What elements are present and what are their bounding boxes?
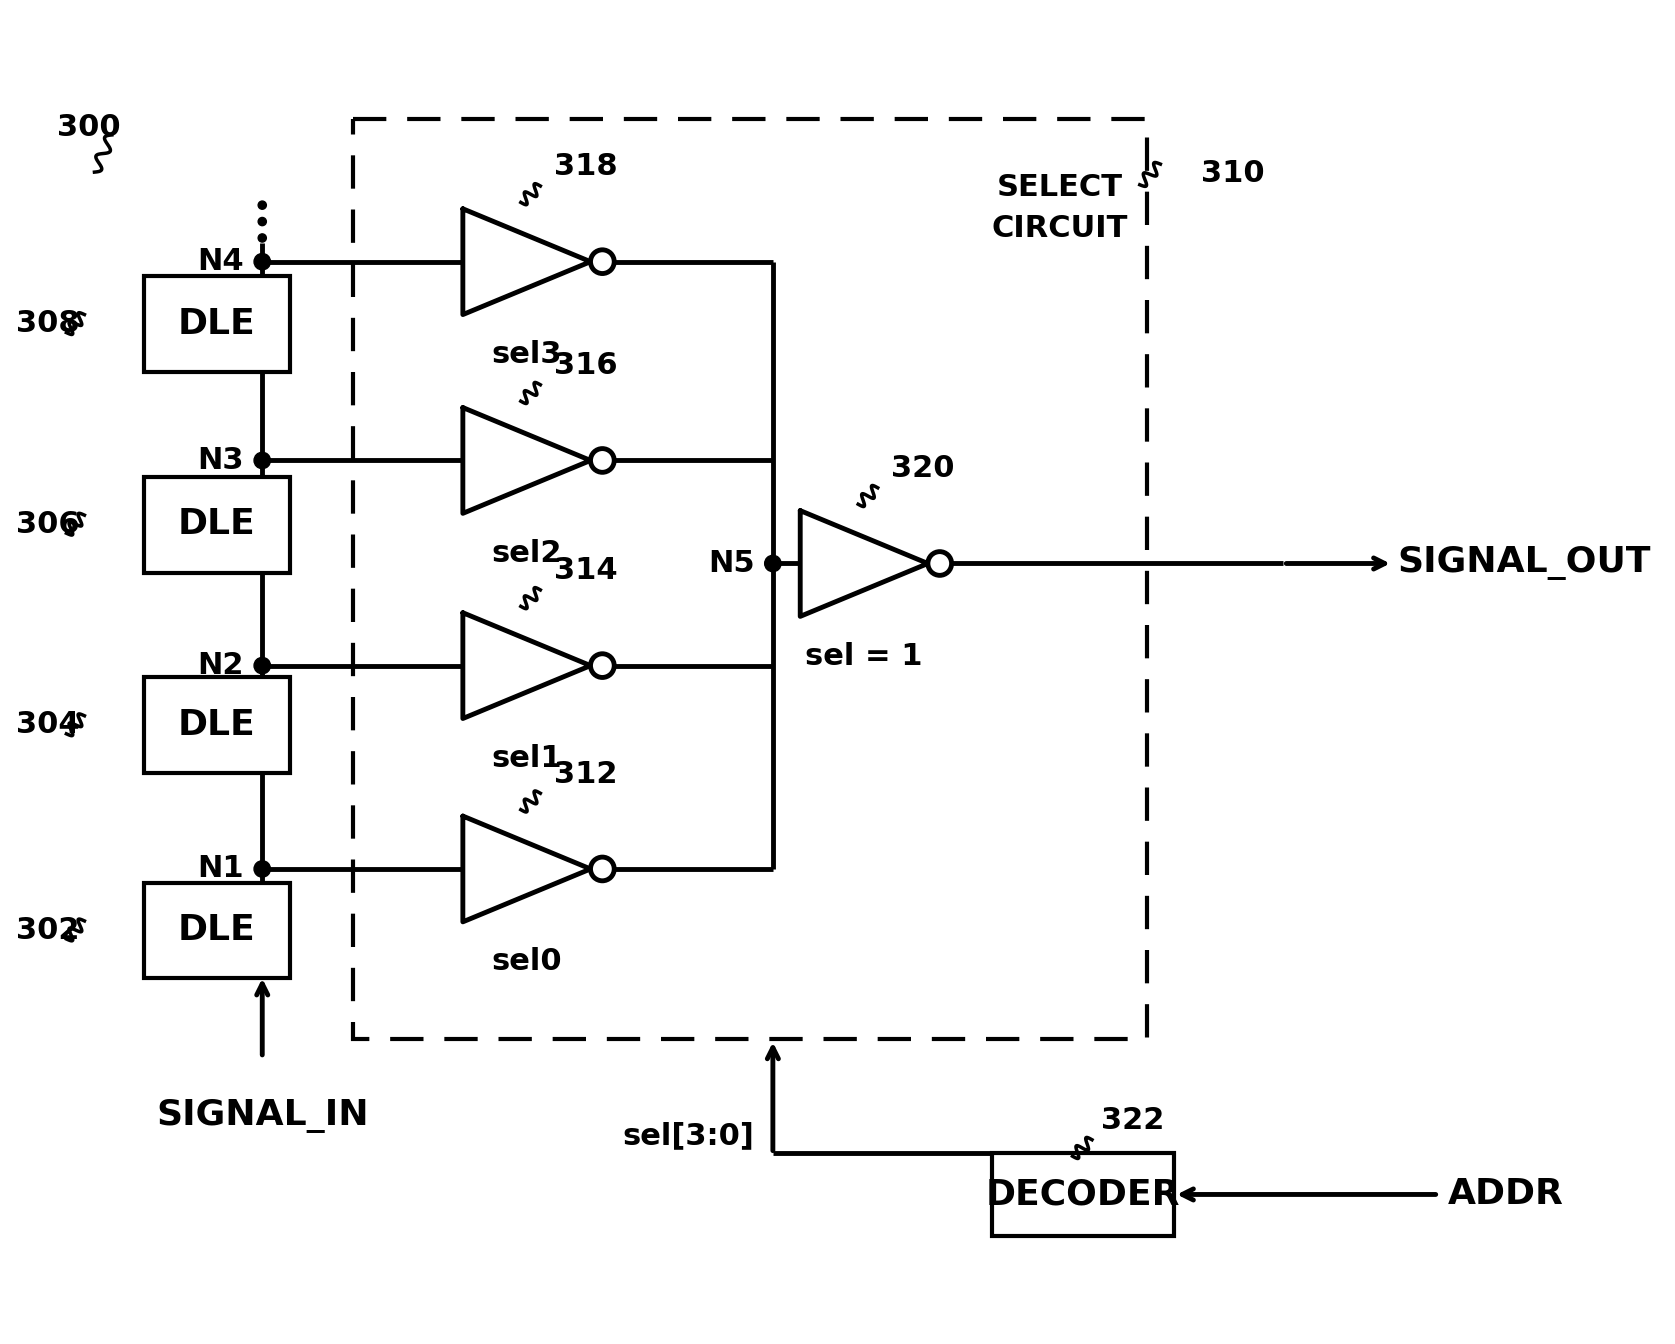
Text: 316: 316 (554, 351, 618, 380)
Text: 322: 322 (1100, 1106, 1164, 1136)
Text: 304: 304 (17, 711, 80, 739)
Text: sel = 1: sel = 1 (806, 642, 923, 671)
Text: sel3: sel3 (491, 340, 561, 370)
Bar (144, 677, 290, 773)
Circle shape (928, 551, 951, 575)
Text: SIGNAL_IN: SIGNAL_IN (156, 1099, 368, 1133)
Text: N5: N5 (709, 548, 755, 578)
Text: DLE: DLE (178, 507, 256, 542)
Bar (144, 277, 290, 372)
Bar (992, 1153, 1174, 1235)
Circle shape (591, 653, 615, 677)
Text: N4: N4 (198, 247, 245, 276)
Text: 300: 300 (57, 113, 121, 142)
Text: DLE: DLE (178, 913, 256, 948)
Circle shape (591, 857, 615, 880)
Text: 310: 310 (1201, 159, 1265, 188)
Text: N2: N2 (198, 650, 245, 680)
Text: N1: N1 (198, 855, 245, 883)
Circle shape (591, 250, 615, 274)
Text: DLE: DLE (178, 306, 256, 340)
Text: DLE: DLE (178, 708, 256, 742)
Text: 312: 312 (554, 759, 618, 789)
Circle shape (591, 449, 615, 472)
Text: SELECT: SELECT (997, 173, 1124, 202)
Text: sel2: sel2 (491, 539, 561, 569)
Circle shape (258, 218, 266, 226)
Circle shape (258, 202, 266, 210)
Circle shape (255, 860, 270, 878)
Text: 306: 306 (17, 509, 80, 539)
Text: DECODER: DECODER (985, 1177, 1181, 1211)
Text: sel[3:0]: sel[3:0] (623, 1121, 755, 1149)
Bar (144, 883, 290, 978)
Text: 308: 308 (17, 309, 80, 339)
Text: 314: 314 (554, 556, 618, 586)
Text: sel0: sel0 (491, 948, 563, 976)
Circle shape (255, 657, 270, 673)
Text: CIRCUIT: CIRCUIT (992, 214, 1129, 243)
Text: ADDR: ADDR (1447, 1177, 1563, 1211)
Text: N3: N3 (198, 446, 245, 474)
Text: 318: 318 (554, 152, 618, 181)
Circle shape (255, 254, 270, 270)
Circle shape (255, 452, 270, 469)
Text: 302: 302 (17, 915, 80, 945)
Text: 320: 320 (891, 454, 955, 484)
Circle shape (765, 555, 781, 571)
Text: sel1: sel1 (491, 745, 563, 773)
Circle shape (258, 234, 266, 242)
Bar (353, 118, 1147, 1039)
Bar (144, 477, 290, 573)
Text: SIGNAL_OUT: SIGNAL_OUT (1397, 547, 1652, 581)
